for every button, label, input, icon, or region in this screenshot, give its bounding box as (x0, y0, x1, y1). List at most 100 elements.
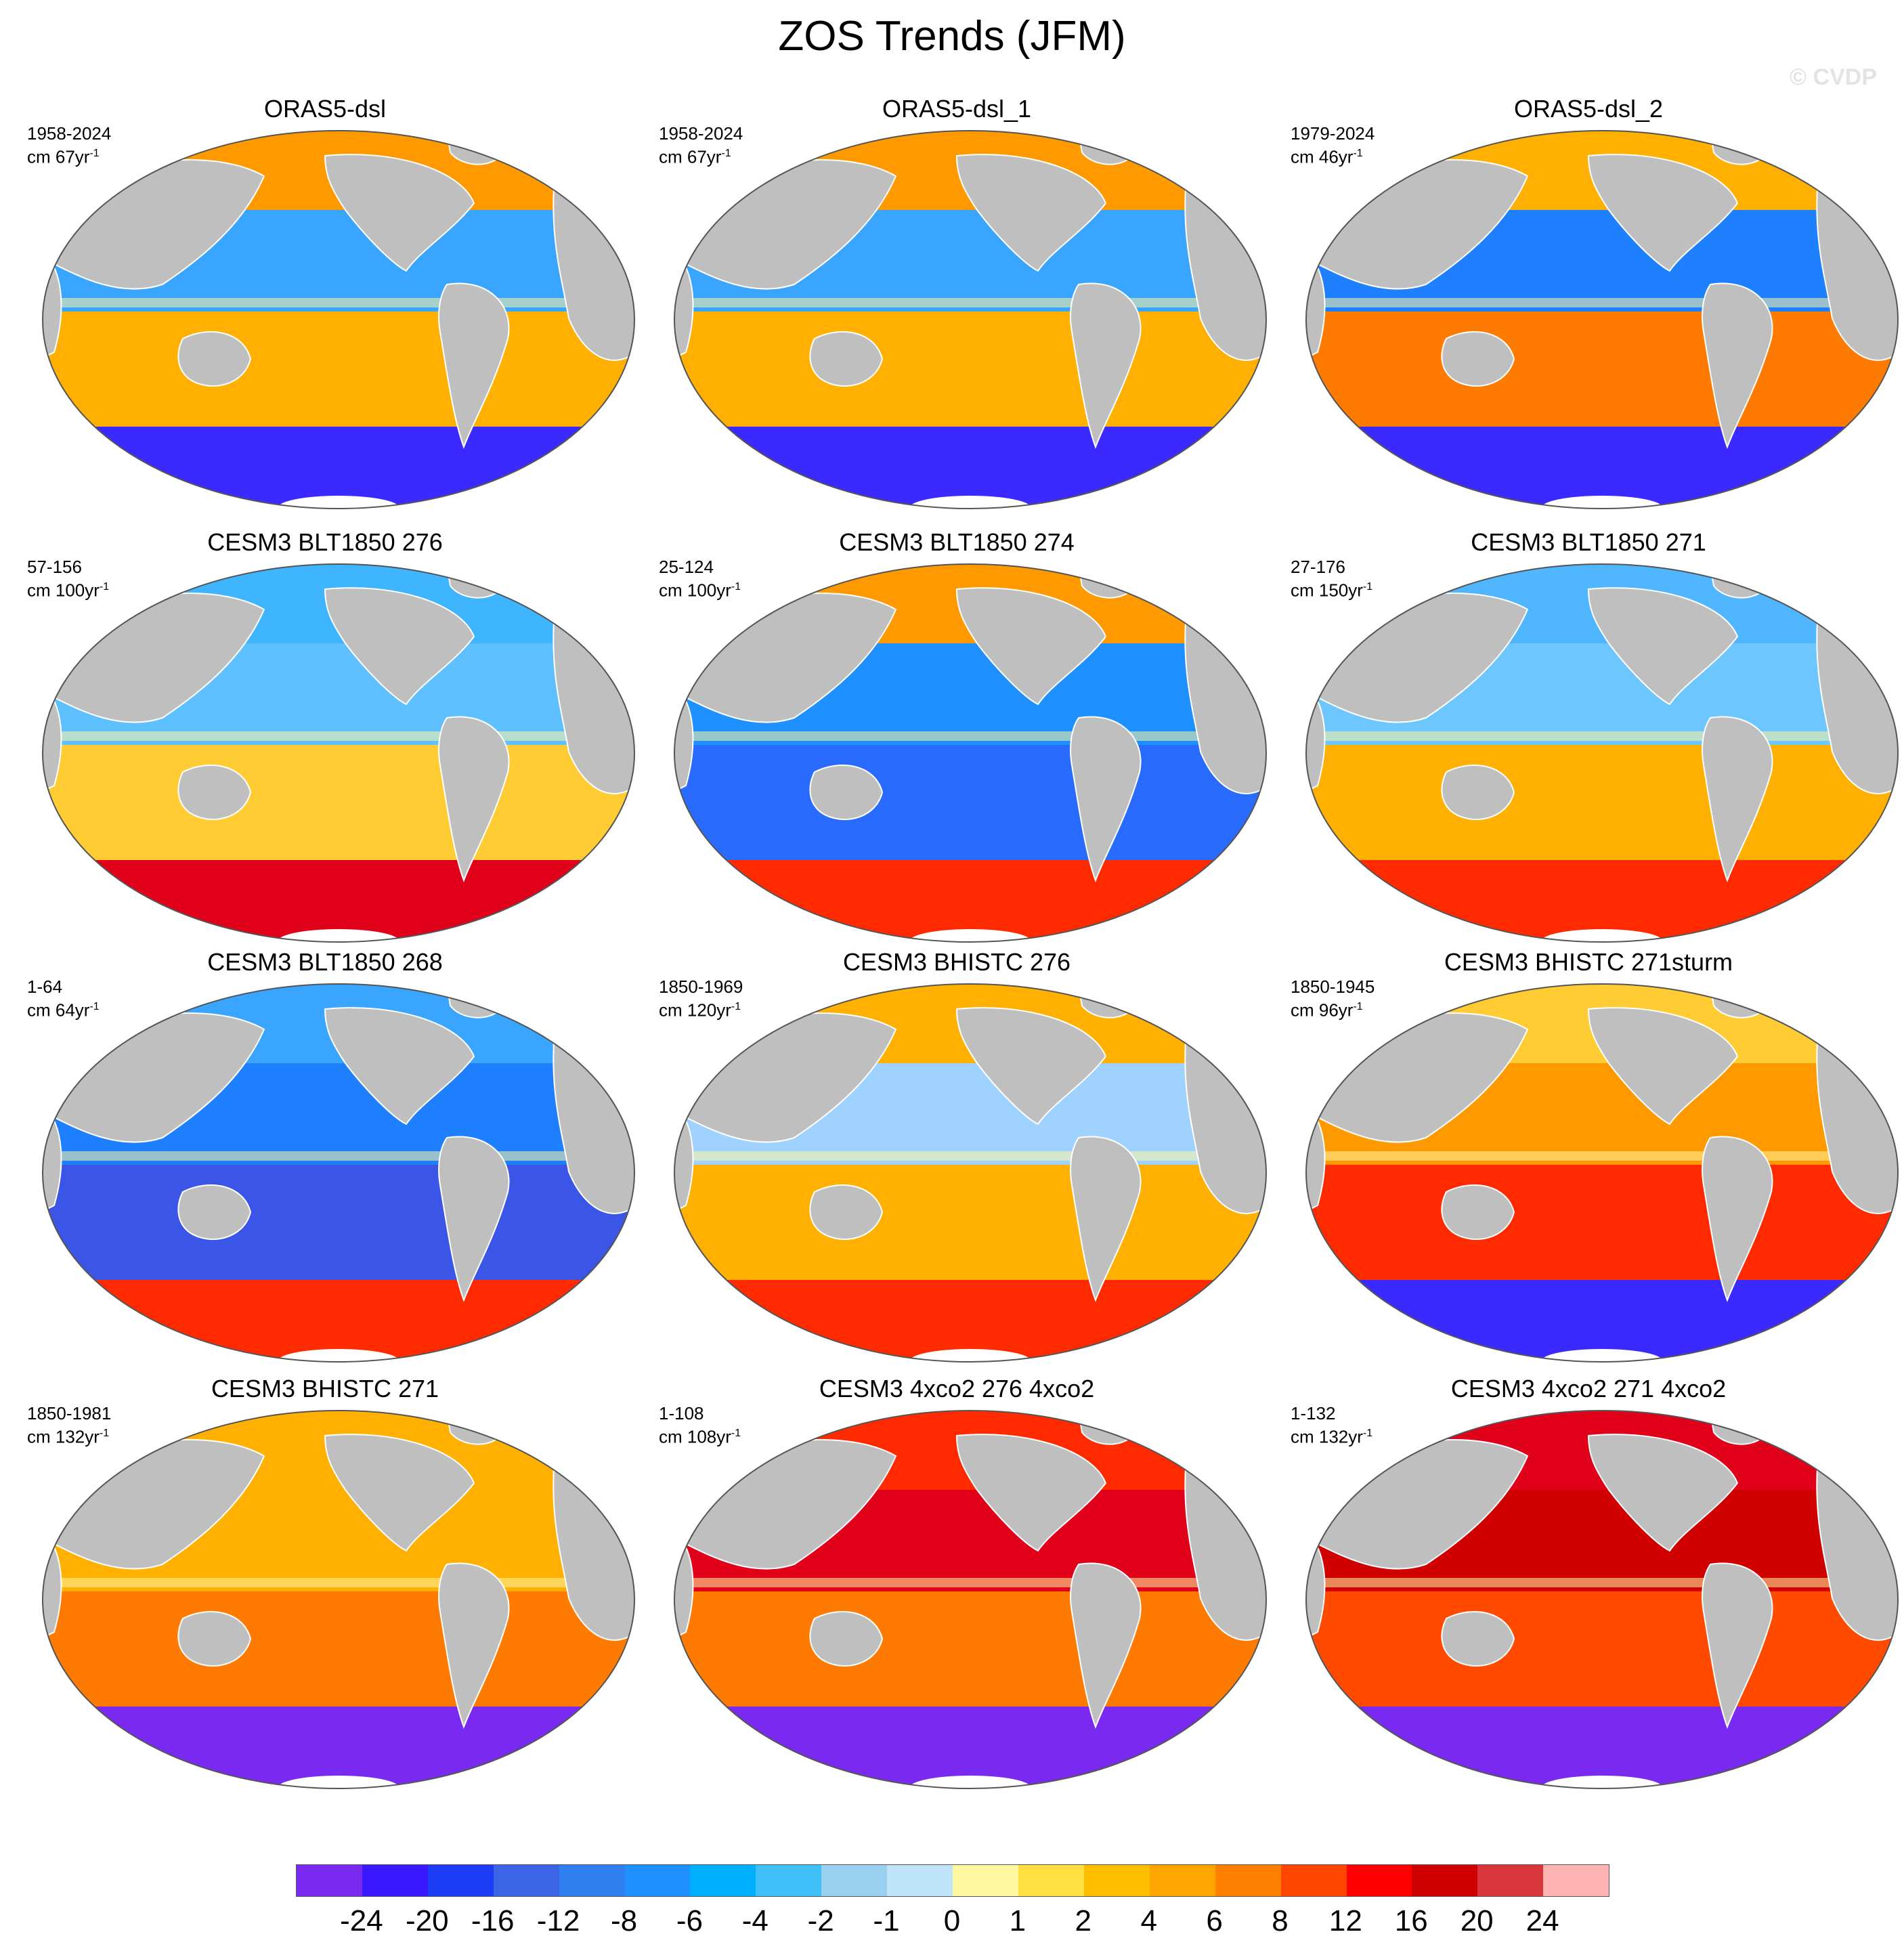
colorbar-swatch (1280, 1865, 1347, 1896)
map-panel: ORAS5-dsl_1 1958-2024 cm 67yr-1 (645, 95, 1268, 515)
panel-units-text: cm 46yr (1291, 146, 1354, 167)
panel-title: ORAS5-dsl_2 (1513, 95, 1664, 123)
colorbar-tick-label: -24 (340, 1904, 383, 1937)
colorbar-tick-label: -20 (406, 1904, 449, 1937)
robinson-map (674, 983, 1267, 1363)
panel-units-exponent: -1 (89, 148, 100, 159)
ocean-band-south (1306, 745, 1898, 860)
colorbar-tick-label: -4 (741, 1904, 769, 1937)
map-border (674, 983, 1267, 1363)
ocean-band-equator (1306, 1578, 1898, 1587)
panel-title: ORAS5-dsl_1 (882, 95, 1032, 123)
land-north-america (955, 154, 1107, 272)
panel-units: cm 96yr-1 (1291, 997, 1375, 1021)
land-australia (809, 765, 884, 820)
colorbar-tick-label: 6 (1206, 1904, 1223, 1937)
land-south-america (1070, 1136, 1142, 1302)
panel-period: 1-132 (1291, 1403, 1336, 1423)
colorbar-tick-label: 16 (1394, 1904, 1428, 1937)
map-panel: CESM3 BLT1850 271 27-176 cm 150yr-1 (1277, 528, 1900, 948)
panel-units: cm 150yr-1 (1291, 577, 1372, 601)
colorbar-swatch (756, 1865, 822, 1896)
panel-units-text: cm 100yr (27, 580, 100, 601)
robinson-map (42, 130, 635, 509)
robinson-map (1305, 563, 1899, 943)
colorbar-swatch (953, 1865, 1018, 1896)
panel-units-exponent: -1 (1353, 148, 1363, 159)
map-border (1305, 1410, 1899, 1789)
map-border (1305, 130, 1899, 509)
land-australia (809, 1611, 884, 1667)
colorbar-tick-label: 24 (1526, 1904, 1559, 1937)
robinson-map (674, 563, 1267, 943)
panel-period-info: 1-108 cm 108yr-1 (659, 1403, 741, 1447)
panel-period: 1850-1945 (1291, 977, 1375, 997)
colorbar-swatch (1149, 1865, 1215, 1896)
panel-period: 57-156 (27, 557, 82, 577)
robinson-map (674, 1410, 1267, 1789)
panel-units-exponent: -1 (721, 148, 731, 159)
map-panel: CESM3 BHISTC 276 1850-1969 cm 120yr-1 (645, 948, 1268, 1368)
panel-period-info: 27-176 cm 150yr-1 (1291, 557, 1372, 601)
land-north-america (324, 1434, 475, 1552)
map-panel: CESM3 BLT1850 274 25-124 cm 100yr-1 (645, 528, 1268, 948)
panel-units-exponent: -1 (89, 1001, 100, 1012)
map-panel: CESM3 BLT1850 268 1-64 cm 64yr-1 (14, 948, 636, 1368)
map-panel: CESM3 4xco2 276 4xco2 1-108 cm 108yr-1 (645, 1375, 1268, 1795)
colorbar-swatch (362, 1865, 428, 1896)
land-australia (177, 765, 252, 820)
panel-title: ORAS5-dsl (263, 95, 387, 123)
land-australia (1441, 1184, 1515, 1240)
map-panel: CESM3 BHISTC 271sturm 1850-1945 cm 96yr-1 (1277, 948, 1900, 1368)
panel-units-exponent: -1 (731, 1428, 741, 1439)
ocean-band-equator (1306, 731, 1898, 741)
panel-period-info: 57-156 cm 100yr-1 (27, 557, 109, 601)
robinson-map (42, 1410, 635, 1789)
land-south-america (438, 716, 510, 882)
map-panel: ORAS5-dsl 1958-2024 cm 67yr-1 (14, 95, 636, 515)
colorbar-swatch (887, 1865, 953, 1896)
robinson-map (1305, 130, 1899, 509)
panel-period-info: 1-132 cm 132yr-1 (1291, 1403, 1372, 1447)
ocean-band-south (43, 1591, 634, 1707)
colorbar-tick-label: -12 (536, 1904, 580, 1937)
panel-period: 27-176 (1291, 557, 1345, 577)
land-north-america (955, 1434, 1107, 1552)
land-australia (1441, 331, 1515, 387)
map-border (674, 1410, 1267, 1789)
map-panel: CESM3 4xco2 271 4xco2 1-132 cm 132yr-1 (1277, 1375, 1900, 1795)
panel-title: CESM3 BLT1850 271 (1471, 528, 1706, 556)
panel-units-text: cm 150yr (1291, 580, 1363, 601)
land-north-america (324, 154, 475, 272)
figure-title: ZOS Trends (JFM) (778, 13, 1126, 60)
panel-period: 25-124 (659, 557, 714, 577)
land-australia (177, 1184, 252, 1240)
ocean-band-south (674, 312, 1266, 427)
land-north-america (1587, 154, 1739, 272)
colorbar-tick-label: 0 (943, 1904, 961, 1937)
land-south-america (1702, 282, 1773, 449)
land-australia (809, 331, 884, 387)
colorbar-swatch (1412, 1865, 1478, 1896)
ocean-band-south (43, 745, 634, 860)
panel-units-text: cm 108yr (659, 1426, 731, 1447)
panel-units: cm 100yr-1 (659, 577, 741, 601)
colorbar-tick-label: 2 (1075, 1904, 1092, 1937)
panel-units-exponent: -1 (99, 1428, 110, 1439)
panel-units-text: cm 67yr (659, 146, 722, 167)
panel-units-exponent: -1 (731, 581, 741, 593)
panel-period-info: 1958-2024 cm 67yr-1 (659, 123, 743, 167)
panel-units-text: cm 132yr (27, 1426, 100, 1447)
land-north-america (1587, 1434, 1739, 1552)
panel-period: 1958-2024 (27, 123, 112, 144)
panel-period-info: 1979-2024 cm 46yr-1 (1291, 123, 1375, 167)
colorbar-swatch (821, 1865, 888, 1896)
panel-units: cm 108yr-1 (659, 1423, 741, 1447)
map-border (674, 563, 1267, 943)
panel-period: 1-108 (659, 1403, 704, 1423)
panel-units-text: cm 64yr (27, 1000, 90, 1021)
land-north-america (324, 1007, 475, 1125)
land-north-america (1587, 587, 1739, 706)
panel-units-text: cm 100yr (659, 580, 731, 601)
map-border (1305, 983, 1899, 1363)
